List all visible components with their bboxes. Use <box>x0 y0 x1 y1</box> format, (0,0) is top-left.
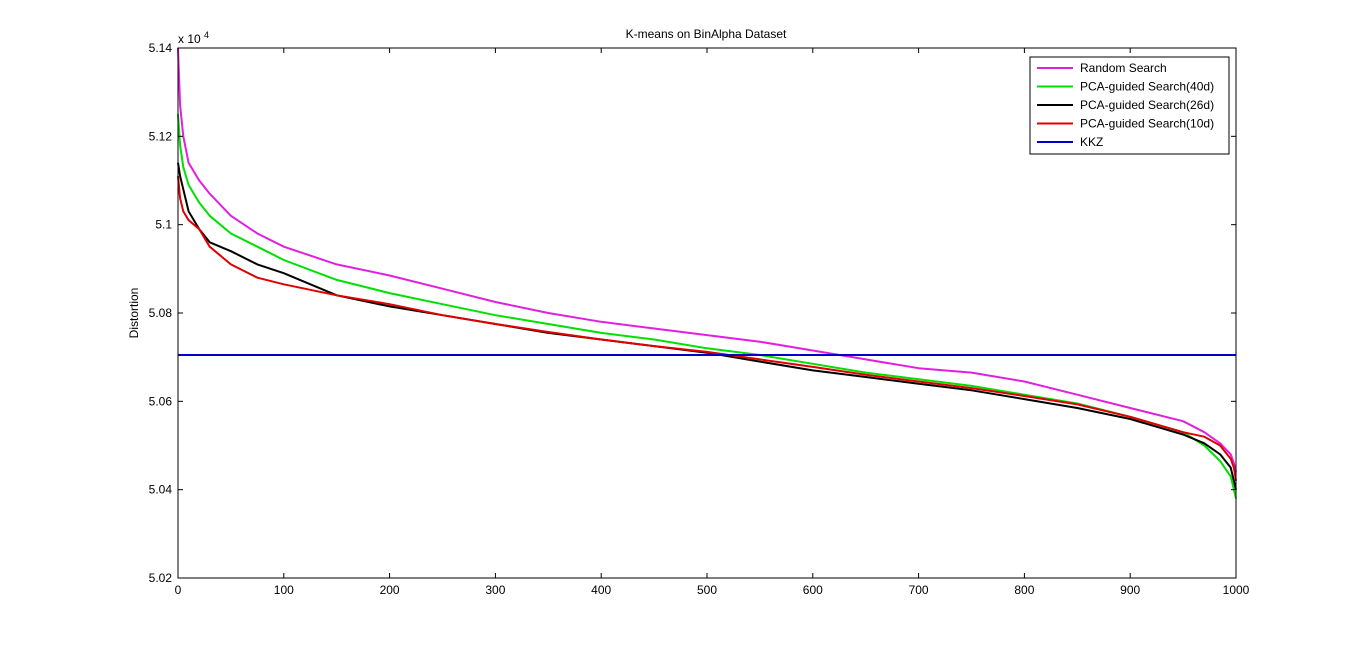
y-tick-label: 5.04 <box>149 483 173 497</box>
x-tick-label: 600 <box>803 583 823 597</box>
y-axis-ticks: 5.02 5.04 5.06 5.08 5.1 5.12 5.14 <box>149 41 1236 585</box>
x-tick-label: 200 <box>380 583 400 597</box>
x-tick-label: 700 <box>909 583 929 597</box>
y-axis-label: Distortion <box>127 288 141 339</box>
y-tick-label: 5.1 <box>155 218 172 232</box>
series-line-pca-guided-search-10d <box>177 176 1237 481</box>
x-axis-ticks: 0 100 200 300 400 500 600 700 800 900 1000 <box>175 48 1250 597</box>
x-tick-label: 500 <box>697 583 717 597</box>
x-tick-label: 300 <box>485 583 505 597</box>
y-tick-label: 5.08 <box>149 306 173 320</box>
legend-items: Random Search PCA-guided Search(40d) PCA-g… <box>1037 61 1214 149</box>
y-multiplier: x 10 4 <box>178 30 209 46</box>
x-tick-label: 100 <box>274 583 294 597</box>
y-multiplier-base: x 10 <box>178 32 201 46</box>
y-tick-label: 5.02 <box>149 571 173 585</box>
x-tick-label: 800 <box>1014 583 1034 597</box>
x-tick-label: 400 <box>591 583 611 597</box>
x-tick-label: 900 <box>1120 583 1140 597</box>
chart-title: K-means on BinAlpha Dataset <box>626 27 787 41</box>
y-tick-label: 5.14 <box>149 41 173 55</box>
legend-label-pca-guided-search-40d: PCA-guided Search(40d) <box>1080 80 1214 94</box>
legend: Random Search PCA-guided Search(40d) PCA-g… <box>1029 56 1230 155</box>
y-multiplier-exponent: 4 <box>204 30 209 40</box>
series-layer <box>177 47 1237 499</box>
legend-label-kkz: KKZ <box>1080 135 1103 149</box>
series-line-random-search <box>177 47 1237 473</box>
x-tick-label: 1000 <box>1223 583 1250 597</box>
legend-label-random-search: Random Search <box>1080 61 1167 75</box>
y-tick-label: 5.06 <box>149 394 173 408</box>
x-tick-label: 0 <box>175 583 182 597</box>
y-tick-label: 5.12 <box>149 129 173 143</box>
legend-label-pca-guided-search-26d: PCA-guided Search(26d) <box>1080 98 1214 112</box>
legend-label-pca-guided-search-10d: PCA-guided Search(10d) <box>1080 117 1214 131</box>
